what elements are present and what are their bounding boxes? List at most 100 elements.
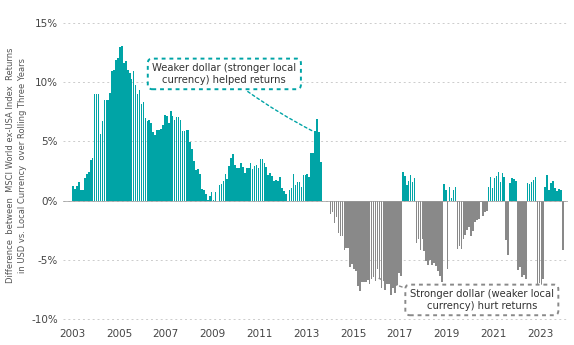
Bar [133, 71, 134, 200]
Bar [145, 118, 146, 200]
Bar [123, 63, 125, 200]
Bar [507, 200, 509, 255]
Bar [506, 200, 507, 240]
Bar [78, 181, 80, 200]
Bar [259, 159, 261, 200]
Bar [166, 116, 168, 200]
Bar [92, 158, 94, 200]
Bar [203, 190, 205, 200]
Bar [412, 182, 413, 200]
Bar [429, 200, 431, 260]
Bar [158, 130, 160, 200]
Bar [193, 161, 195, 200]
Bar [449, 187, 451, 200]
Bar [195, 170, 197, 200]
Bar [494, 178, 495, 200]
Bar [320, 162, 321, 200]
Bar [482, 200, 484, 216]
Bar [338, 200, 339, 233]
Bar [82, 190, 84, 200]
Bar [276, 180, 277, 200]
Bar [152, 132, 154, 200]
Bar [94, 94, 95, 200]
Bar [435, 200, 437, 266]
Bar [484, 200, 486, 211]
Bar [463, 200, 464, 239]
Bar [502, 173, 503, 200]
Bar [538, 200, 540, 283]
Bar [164, 115, 166, 200]
Bar [503, 177, 505, 200]
Bar [472, 200, 474, 231]
Bar [359, 200, 360, 291]
Bar [517, 200, 519, 270]
Bar [328, 200, 329, 201]
Bar [103, 100, 105, 200]
Bar [421, 200, 423, 239]
Bar [272, 176, 273, 200]
Bar [304, 175, 306, 200]
Bar [410, 175, 412, 200]
Bar [420, 200, 421, 250]
Bar [560, 190, 561, 200]
Bar [267, 175, 269, 200]
Bar [281, 188, 282, 200]
Bar [269, 173, 271, 200]
Bar [346, 200, 347, 248]
Bar [312, 153, 314, 200]
Bar [180, 120, 181, 200]
Bar [541, 200, 542, 287]
Bar [468, 200, 470, 227]
Bar [76, 186, 78, 200]
Bar [414, 178, 416, 200]
Bar [558, 189, 560, 200]
Bar [107, 100, 109, 200]
Bar [295, 186, 296, 200]
Bar [474, 200, 476, 221]
Bar [390, 200, 392, 295]
Bar [554, 188, 556, 200]
Bar [242, 167, 244, 200]
Bar [174, 120, 176, 200]
Bar [445, 190, 447, 200]
Bar [394, 200, 396, 293]
Bar [476, 200, 478, 220]
Bar [523, 200, 525, 275]
Bar [191, 149, 193, 200]
Bar [357, 200, 359, 286]
Bar [135, 85, 137, 200]
Bar [111, 70, 113, 200]
Bar [298, 183, 300, 200]
Bar [246, 168, 247, 200]
Bar [363, 200, 364, 282]
Bar [480, 200, 482, 201]
Bar [199, 174, 201, 200]
Bar [353, 200, 355, 269]
Bar [211, 191, 212, 200]
Bar [441, 200, 443, 282]
Bar [156, 130, 158, 200]
Bar [178, 117, 179, 200]
Bar [185, 130, 187, 200]
Bar [389, 200, 390, 284]
Bar [181, 131, 183, 200]
Bar [102, 121, 103, 200]
Bar [398, 200, 400, 273]
Bar [106, 100, 107, 200]
Bar [127, 70, 129, 200]
Bar [252, 169, 254, 200]
Bar [467, 200, 468, 230]
Bar [266, 167, 267, 200]
Bar [263, 163, 265, 200]
Bar [293, 175, 294, 200]
Bar [279, 177, 281, 200]
Bar [457, 200, 458, 249]
Bar [201, 189, 203, 200]
Bar [451, 198, 452, 200]
Bar [125, 61, 127, 200]
Bar [470, 200, 472, 236]
Bar [379, 200, 380, 278]
Bar [98, 94, 99, 200]
Bar [285, 194, 286, 200]
Bar [119, 47, 121, 200]
